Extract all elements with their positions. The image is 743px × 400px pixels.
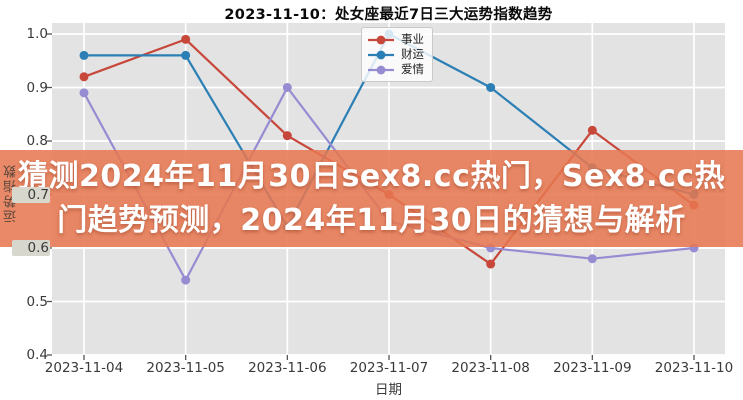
- chart-legend: 事业 财运 爱情: [361, 27, 433, 82]
- x-tick-label: 2023-11-05: [146, 360, 225, 376]
- legend-entry-wealth: 财运: [366, 47, 426, 62]
- x-tick-label: 2023-11-07: [349, 360, 429, 376]
- series-2-point-0: [79, 88, 89, 98]
- series-2-point-1: [181, 275, 191, 285]
- series-0-point-2: [282, 131, 292, 141]
- banner-text-line-2: 门趋势预测，2024年11月30日的猜想与解析: [57, 202, 686, 238]
- legend-marker-line-dot-icon: [368, 65, 394, 74]
- x-axis-label: 日期: [375, 382, 402, 398]
- chart-title: 2023-11-10：处女座最近7日三大运势指数趋势: [224, 7, 553, 23]
- legend-label: 爱情: [401, 62, 424, 76]
- series-2-point-2: [282, 83, 292, 92]
- series-0-point-0: [79, 72, 89, 82]
- legend-entry-love: 爱情: [366, 62, 426, 77]
- x-tick-label: 2023-11-06: [248, 360, 327, 376]
- banner-text-line-1: 猜测2024年11月30日sex8.cc热门，Sex8.cc热: [17, 158, 726, 194]
- y-tick-label: 0.7: [12, 186, 50, 203]
- series-2-point-5: [587, 254, 597, 264]
- series-0-point-4: [486, 259, 496, 269]
- series-1-point-1: [181, 50, 191, 60]
- x-tick-label: 2023-11-04: [44, 360, 124, 376]
- series-0-point-5: [587, 125, 597, 135]
- legend-marker-line-dot-icon: [368, 50, 394, 59]
- legend-entry-career: 事业: [366, 32, 426, 47]
- overlay-text-banner: 猜测2024年11月30日sex8.cc热门，Sex8.cc热 门趋势预测，20…: [0, 150, 743, 247]
- y-tick-label: 1.0: [26, 26, 48, 42]
- y-tick-label: 0.4: [26, 347, 48, 363]
- legend-label: 财运: [401, 47, 424, 61]
- legend-marker-line-dot-icon: [368, 35, 394, 44]
- y-tick-label: 0.5: [26, 293, 48, 310]
- x-tick-label: 2023-11-09: [553, 360, 632, 376]
- y-tick-label: 0.8: [26, 133, 48, 149]
- series-1-point-4: [486, 83, 496, 92]
- y-tick-label: 0.9: [26, 79, 48, 96]
- legend-label: 事业: [401, 32, 424, 46]
- series-0-point-1: [181, 34, 191, 44]
- x-tick-label: 2023-11-10: [654, 360, 734, 376]
- y-tick-label: 0.6: [12, 240, 50, 256]
- x-tick-label: 2023-11-08: [451, 360, 530, 376]
- series-1-point-0: [79, 50, 89, 60]
